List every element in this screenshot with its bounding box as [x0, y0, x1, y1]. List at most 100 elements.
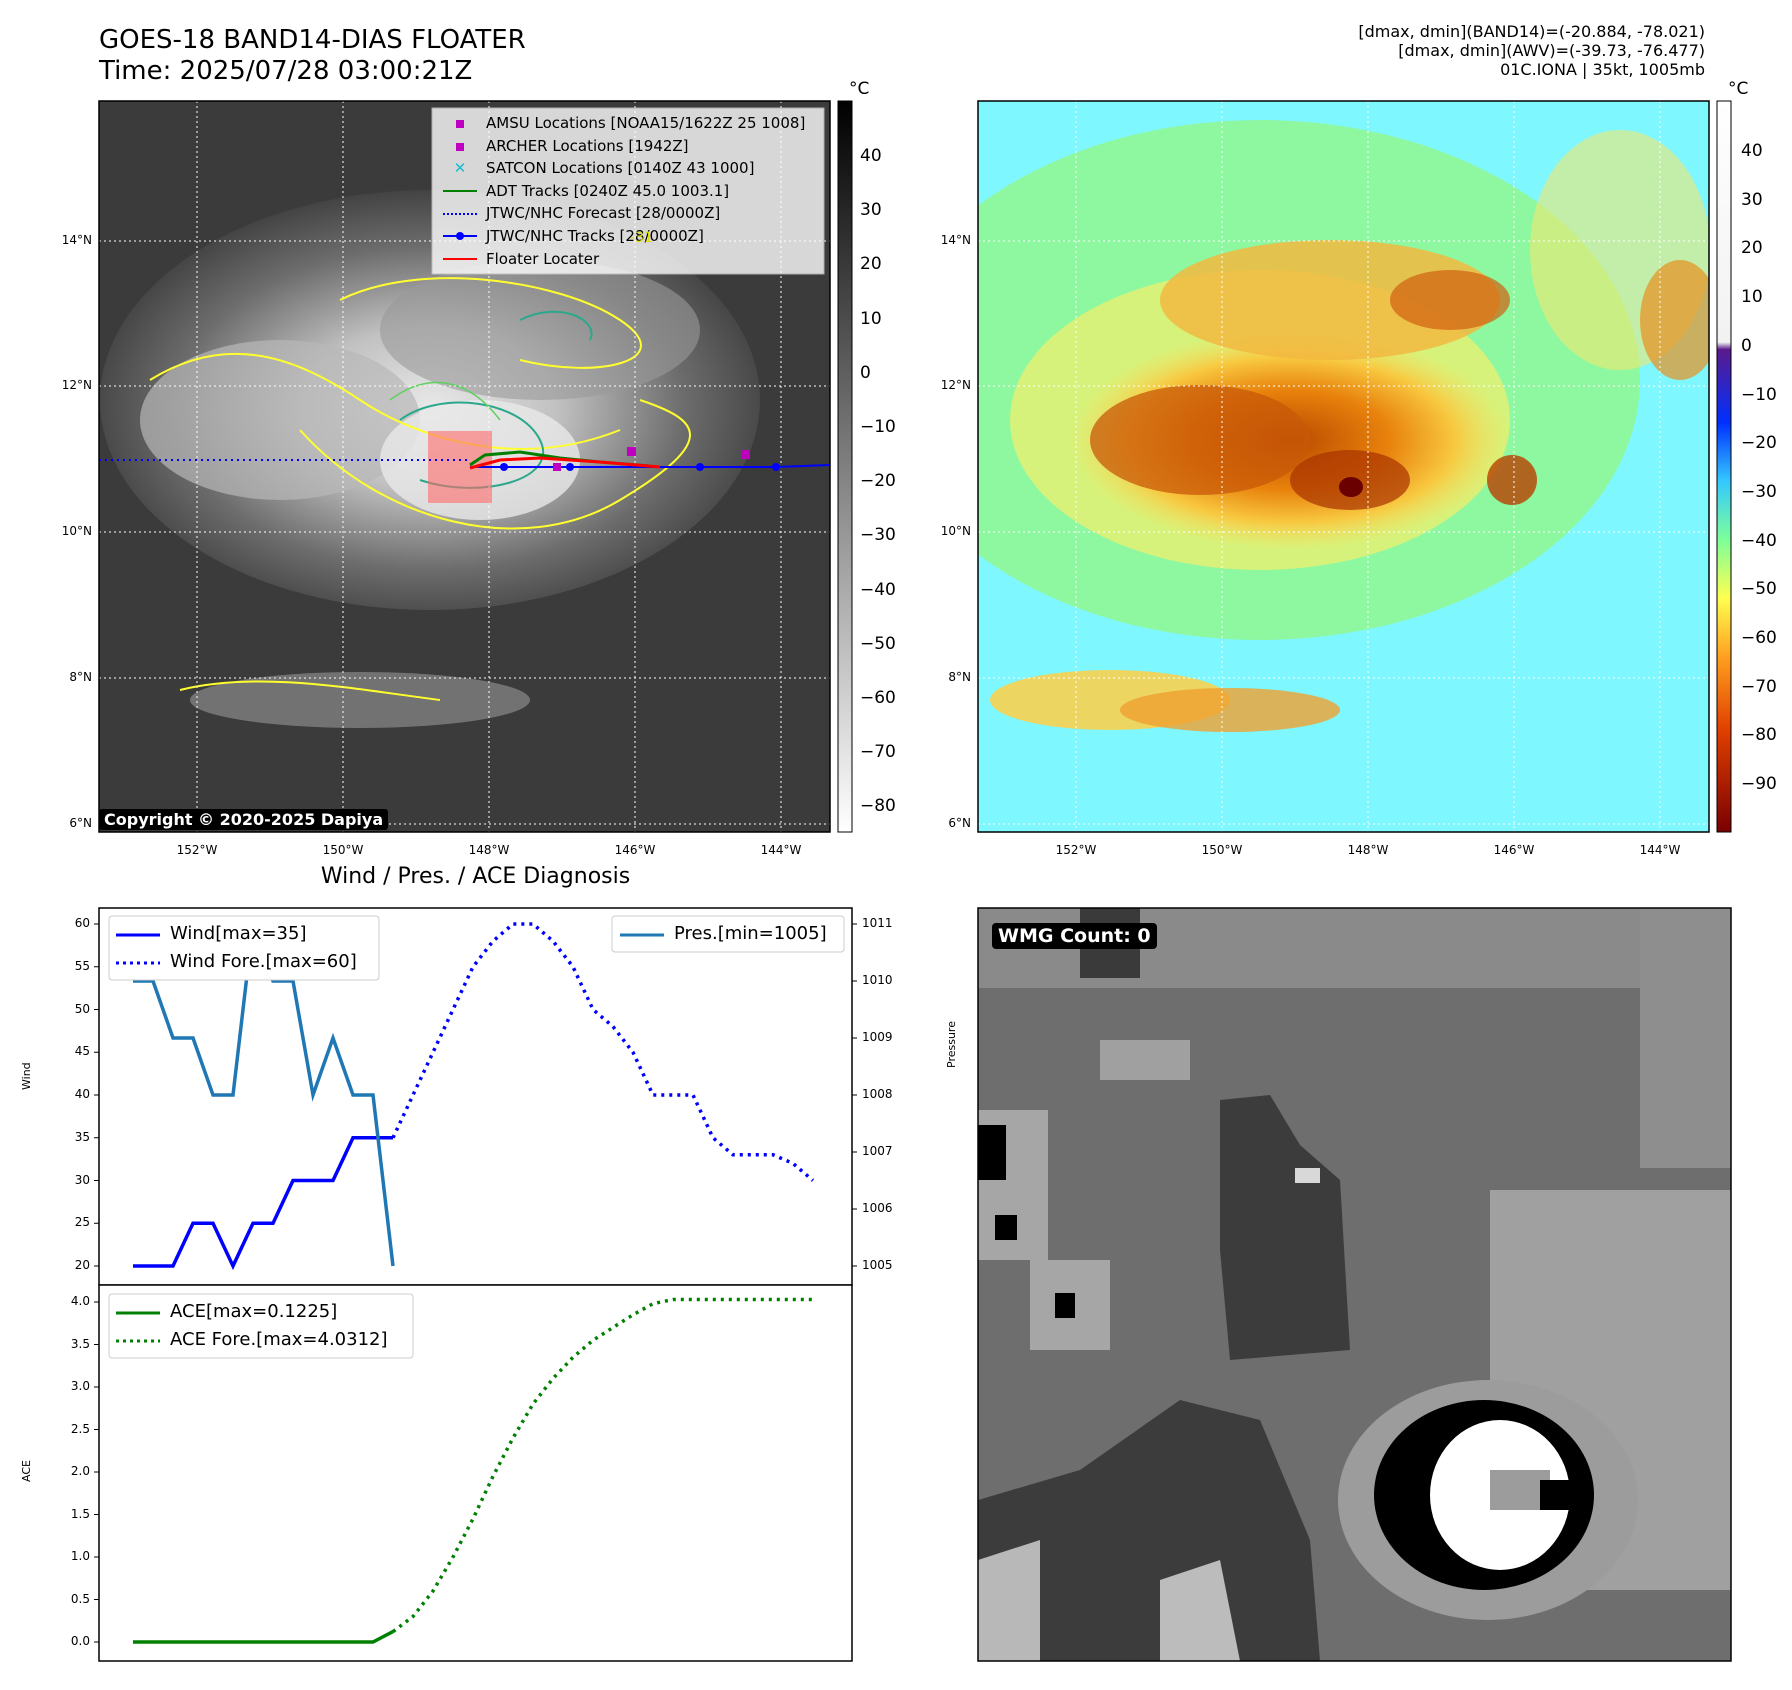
ace-tick: 1.5 — [70, 1506, 90, 1521]
ir-legend-swatch — [440, 248, 480, 271]
colorbar-tick: −50 — [1741, 579, 1777, 600]
ir-legend-box — [431, 107, 825, 275]
lat-tick: 6°N — [948, 816, 971, 830]
ir-legend-label: Floater Locater — [486, 249, 600, 268]
colorbar-tick: −30 — [860, 525, 896, 546]
wind-tick: 60 — [74, 916, 90, 930]
wind-forecast-line — [391, 922, 815, 1182]
wind-tick: 45 — [74, 1044, 90, 1059]
info-line2: [dmax, dmin](AWV)=(-39.73, -76.477) — [1398, 41, 1705, 60]
ir-legend-label: SATCON Locations [0140Z 43 1000] — [486, 159, 755, 178]
ir-legend-item: ADT Tracks [0240Z 45.0 1003.1] — [440, 180, 805, 203]
pressure-tick: 1006 — [862, 1201, 893, 1215]
lon-tick: 144°W — [1639, 843, 1681, 857]
lon-tick: 148°W — [1347, 843, 1389, 857]
pressure-tick: 1010 — [862, 973, 893, 987]
colorbar-tick: −20 — [860, 471, 896, 492]
legend-ace-fore-label: ACE Fore.[max=4.0312] — [170, 1329, 388, 1350]
lon-tick: 146°W — [1493, 843, 1535, 857]
ace-tick: 4.0 — [70, 1294, 90, 1308]
ir-legend-item: ✕ SATCON Locations [0140Z 43 1000] — [440, 157, 805, 180]
wv-colorbar — [1716, 100, 1732, 833]
lat-tick: 10°N — [61, 524, 92, 538]
colorbar-tick: 10 — [1741, 287, 1763, 308]
ir-legend-swatch — [440, 180, 480, 203]
ace-plot — [94, 1297, 813, 1644]
info-line1: [dmax, dmin](BAND14)=(-20.884, -78.021) — [1358, 22, 1705, 41]
pressure-tick: 1008 — [862, 1087, 893, 1101]
lon-tick: 150°W — [1201, 843, 1243, 857]
pressure-tick: 1009 — [862, 1030, 893, 1044]
ace-tick: 2.0 — [70, 1464, 90, 1478]
ir-track-overlays — [99, 431, 831, 503]
colorbar-tick: −80 — [860, 796, 896, 817]
lat-tick: 10°N — [940, 524, 971, 538]
legend-ace-label: ACE[max=0.1225] — [170, 1301, 338, 1322]
ace-ylabel: ACE — [20, 1460, 33, 1482]
lat-tick: 6°N — [69, 816, 92, 830]
ace-tick: 0.5 — [70, 1591, 90, 1606]
ir-legend-label: ARCHER Locations [1942Z] — [486, 136, 689, 155]
legend-wind-fore-label: Wind Fore.[max=60] — [170, 951, 357, 972]
pressure-tick: 1011 — [862, 916, 893, 930]
wv-gridlines — [978, 101, 1709, 832]
ir-panel-frame — [98, 100, 831, 833]
legend-wind-label: Wind[max=35] — [170, 923, 307, 944]
ir-legend-item: JTWC/NHC Forecast [28/0000Z] — [440, 202, 805, 225]
amsu-marker — [553, 463, 561, 471]
ace-tick: 3.0 — [70, 1379, 90, 1393]
wind-tick: 55 — [74, 958, 90, 973]
wind-tick: 35 — [74, 1129, 90, 1144]
amsu-marker — [741, 450, 750, 459]
wind-legend-box — [108, 915, 380, 981]
lat-tick: 12°N — [61, 378, 92, 392]
ace-tick: 2.5 — [70, 1421, 90, 1436]
wind-tick: 40 — [74, 1087, 90, 1101]
colorbar-tick: −20 — [1741, 433, 1777, 454]
colorbar-tick: 40 — [1741, 141, 1763, 161]
contour-label: -31 — [630, 230, 653, 246]
colorbar-tick: 40 — [860, 146, 882, 166]
colorbar-tick: −60 — [860, 688, 896, 708]
colorbar-tick: 30 — [860, 200, 882, 221]
colorbar-tick: −50 — [860, 633, 896, 654]
colorbar-tick: −10 — [1741, 384, 1777, 405]
colorbar-tick: −30 — [1741, 481, 1777, 502]
ir-legend-swatch — [440, 112, 480, 135]
ir-legend-swatch — [440, 202, 480, 225]
info-block: [dmax, dmin](BAND14)=(-20.884, -78.021) … — [1358, 22, 1705, 79]
lat-tick: 8°N — [948, 670, 971, 684]
colorbar-tick: 30 — [1741, 189, 1763, 210]
wind-tick: 25 — [74, 1215, 90, 1230]
colorbar-tick: −80 — [1741, 725, 1777, 746]
lat-tick: 12°N — [940, 378, 971, 392]
colorbar-tick: −70 — [1741, 676, 1777, 697]
ace-forecast-line — [391, 1297, 813, 1633]
wmg-panel-frame — [977, 907, 1732, 1662]
lat-tick: 8°N — [69, 670, 92, 684]
colorbar-tick: 20 — [1741, 238, 1763, 259]
ir-legend-swatch — [440, 225, 480, 248]
ir-legend-label: JTWC/NHC Tracks [28/0000Z] — [486, 226, 704, 245]
colorbar-tick: 10 — [860, 308, 882, 329]
lon-tick: 150°W — [322, 843, 364, 857]
ace-tick: 1.0 — [70, 1549, 90, 1563]
lat-tick: 14°N — [61, 233, 92, 247]
wind-line — [133, 1136, 393, 1271]
pressure-tick: 1007 — [862, 1144, 893, 1158]
lon-tick: 152°W — [176, 843, 218, 857]
lon-tick: 144°W — [760, 843, 802, 857]
track-point — [566, 463, 574, 471]
ace-legend-box — [108, 1293, 414, 1359]
ir-legend-item: Floater Locater — [440, 248, 805, 271]
ace-tick: 3.5 — [70, 1336, 90, 1351]
figure-title-line1: GOES-18 BAND14-DIAS FLOATER — [99, 25, 526, 55]
colorbar-tick: −90 — [1741, 774, 1777, 795]
wv-imagery — [978, 101, 1709, 832]
ir-legend-label: AMSU Locations [NOAA15/1622Z 25 1008] — [486, 114, 806, 132]
pres-ylabel: Pressure — [945, 1021, 958, 1068]
pres-legend-box — [611, 915, 845, 953]
lon-tick: 146°W — [614, 843, 656, 857]
copyright-badge: Copyright © 2020-2025 Dapiya — [99, 809, 389, 830]
